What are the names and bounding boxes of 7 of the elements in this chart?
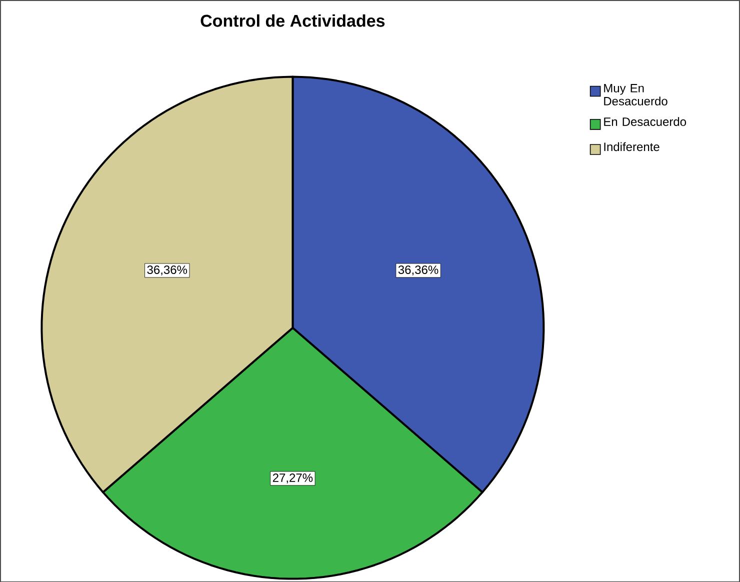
chart-title: Control de Actividades [200,14,385,27]
data-label: 36,36% [147,265,188,276]
legend-label: En Desacuerdo [604,117,686,126]
data-label: 36,36% [398,265,438,276]
legend-label: Muy En Desacuerdo [604,84,668,106]
legend-label: Indiferente [604,142,660,151]
data-label: 27,27% [272,473,313,484]
